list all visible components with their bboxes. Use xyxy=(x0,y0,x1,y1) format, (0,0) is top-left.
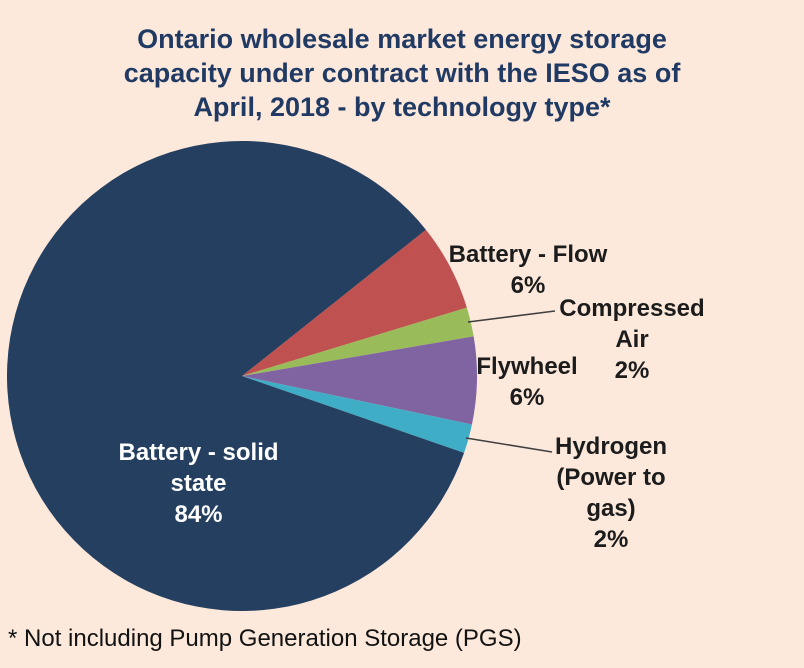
slice-label-flywheel: Flywheel 6% xyxy=(437,351,617,413)
slice-label-text: Flywheel xyxy=(476,353,578,380)
slice-label-text: Compressed Air xyxy=(559,295,705,353)
pie-slice-battery-solid-state xyxy=(6,141,465,612)
slice-label-compressed-air: Compressed Air 2% xyxy=(557,293,707,386)
slice-label-percent: 2% xyxy=(593,526,629,553)
slice-label-text: Battery - solid state xyxy=(118,439,279,497)
slice-label-text: Hydrogen (Power to gas) xyxy=(554,433,667,522)
leader-line-hydrogen xyxy=(465,437,553,453)
chart-title: Ontario wholesale market energy storage … xyxy=(123,24,681,122)
pie-slice-hydrogen-power-to-gas xyxy=(242,376,472,453)
slice-label-percent: 84% xyxy=(174,501,223,528)
chart-footnote: * Not including Pump Generation Storage … xyxy=(8,625,522,652)
slice-label-hydrogen: Hydrogen (Power to gas) 2% xyxy=(546,431,676,555)
pie-slices xyxy=(6,141,478,612)
leader-line-compressed-air xyxy=(467,310,556,323)
slice-label-percent: 6% xyxy=(509,384,545,411)
pie-slice-compressed-air xyxy=(242,307,474,376)
pie-slice-battery-flow xyxy=(242,229,467,376)
slice-label-text: Battery - Flow xyxy=(448,241,608,268)
slice-label-percent: 2% xyxy=(614,357,650,384)
slice-label-battery-flow: Battery - Flow 6% xyxy=(428,239,628,301)
pie-slice-flywheel xyxy=(242,336,478,425)
slice-label-battery-solid-state: Battery - solid state 84% xyxy=(106,437,291,530)
slice-label-percent: 6% xyxy=(510,272,546,299)
